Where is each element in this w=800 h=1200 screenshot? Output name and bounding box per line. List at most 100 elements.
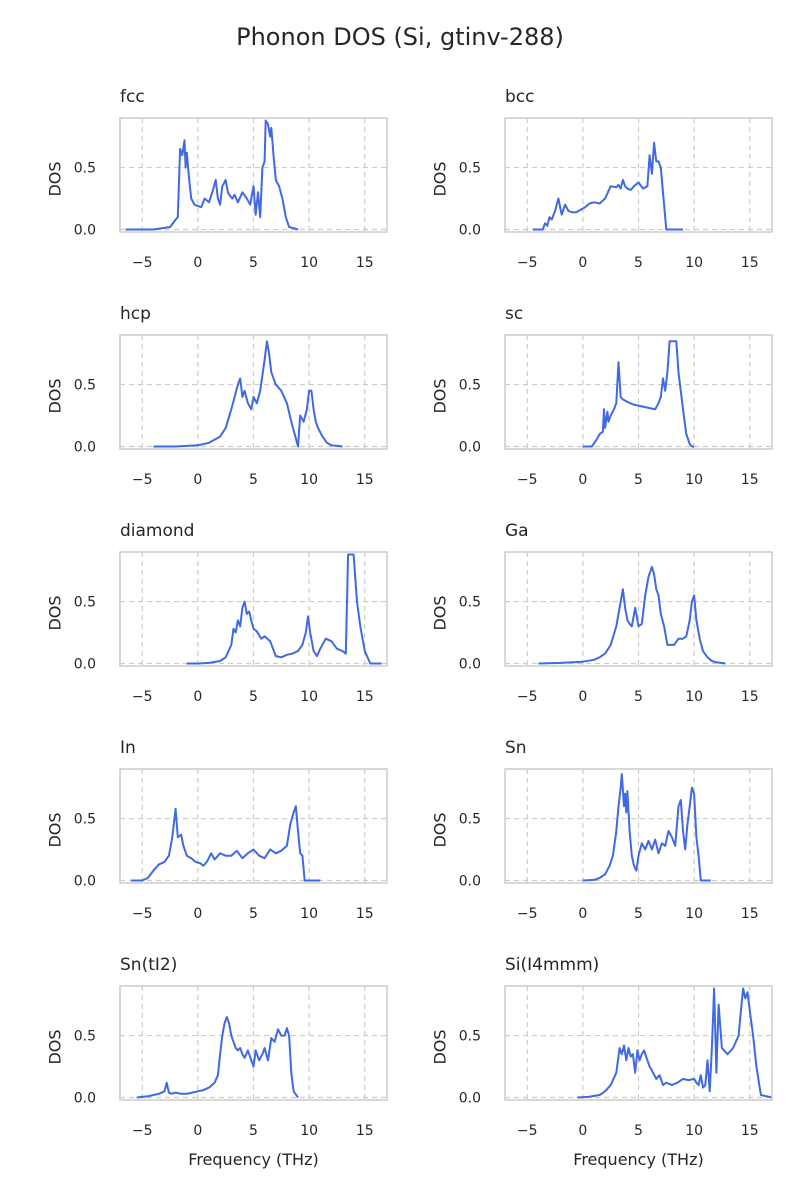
- panel-frame: [119, 334, 388, 450]
- panel-title: hcp: [120, 304, 151, 324]
- x-tick-label: 15: [741, 472, 759, 488]
- x-tick-label: 5: [634, 472, 643, 488]
- panel-sn-ti2-: Sn(tI2) −5 0 5 10 15 0.0 0.5 DOS Frequency (THz): [46, 955, 388, 1169]
- y-axis-label: DOS: [431, 812, 450, 847]
- y-axis-label: DOS: [46, 161, 65, 196]
- x-tick-label: 10: [685, 255, 703, 271]
- x-tick-label: 15: [741, 1123, 759, 1139]
- x-tick-label: 10: [300, 255, 318, 271]
- panel-in: In −5 0 5 10 15 0.0 0.5 DOS: [46, 738, 388, 922]
- x-tick-label: 5: [634, 255, 643, 271]
- x-tick-label: −5: [132, 906, 153, 922]
- y-tick-label: 0.0: [459, 440, 481, 456]
- y-axis-label: DOS: [431, 595, 450, 630]
- panel-ga: Ga −5 0 5 10 15 0.0 0.5 DOS: [431, 521, 773, 705]
- x-tick-label: 10: [685, 906, 703, 922]
- x-tick-label: 0: [193, 689, 202, 705]
- x-tick-label: −5: [517, 689, 538, 705]
- x-tick-label: 0: [578, 906, 587, 922]
- x-tick-label: −5: [132, 472, 153, 488]
- y-tick-label: 0.5: [459, 595, 481, 611]
- x-tick-label: 15: [741, 689, 759, 705]
- x-tick-label: 5: [249, 906, 258, 922]
- dos-line: [582, 773, 711, 882]
- y-axis-label: DOS: [431, 378, 450, 413]
- y-tick-label: 0.0: [74, 1091, 96, 1107]
- y-tick-label: 0.5: [74, 378, 96, 394]
- panel-frame: [504, 551, 773, 667]
- panels-container: fcc −5 0 5 10 15 0.0 0.5 DOS bcc −5 0 5 10 15 0.0 0.5 DOS…: [46, 87, 773, 1169]
- figure-title: Phonon DOS (Si, gtinv-288): [236, 23, 564, 51]
- x-tick-label: −5: [132, 1123, 153, 1139]
- dos-line: [577, 987, 772, 1099]
- y-axis-label: DOS: [46, 812, 65, 847]
- panel-sc: sc −5 0 5 10 15 0.0 0.5 DOS: [431, 304, 773, 488]
- panel-frame: [119, 985, 388, 1101]
- x-tick-label: 5: [634, 1123, 643, 1139]
- y-tick-label: 0.0: [74, 657, 96, 673]
- x-tick-label: 10: [300, 689, 318, 705]
- x-tick-label: 10: [300, 472, 318, 488]
- panel-title: bcc: [505, 87, 534, 107]
- y-tick-label: 0.0: [74, 440, 96, 456]
- panel-sn: Sn −5 0 5 10 15 0.0 0.5 DOS: [431, 738, 773, 922]
- x-tick-label: 15: [356, 689, 374, 705]
- panel-fcc: fcc −5 0 5 10 15 0.0 0.5 DOS: [46, 87, 388, 271]
- panel-frame: [119, 551, 388, 667]
- panel-frame: [119, 768, 388, 884]
- panel-title: Sn: [505, 738, 527, 758]
- x-tick-label: −5: [517, 1123, 538, 1139]
- y-axis-label: DOS: [46, 378, 65, 413]
- x-tick-label: 0: [578, 255, 587, 271]
- y-tick-label: 0.5: [74, 161, 96, 177]
- panel-title: In: [120, 738, 136, 758]
- x-tick-label: 10: [685, 472, 703, 488]
- x-tick-label: −5: [517, 906, 538, 922]
- panel-title: Si(I4mmm): [505, 955, 599, 975]
- panel-frame: [119, 117, 388, 233]
- y-tick-label: 0.5: [459, 161, 481, 177]
- y-tick-label: 0.0: [459, 657, 481, 673]
- x-tick-label: 0: [578, 472, 587, 488]
- y-tick-label: 0.0: [74, 874, 96, 890]
- x-tick-label: 0: [193, 472, 202, 488]
- panel-frame: [504, 334, 773, 450]
- dos-line: [125, 119, 299, 231]
- x-tick-label: 5: [249, 1123, 258, 1139]
- y-tick-label: 0.5: [459, 812, 481, 828]
- y-tick-label: 0.0: [459, 223, 481, 239]
- x-tick-label: −5: [517, 472, 538, 488]
- panel-title: Ga: [505, 521, 529, 541]
- dos-line: [186, 553, 382, 665]
- x-tick-label: −5: [517, 255, 538, 271]
- y-axis-label: DOS: [431, 161, 450, 196]
- y-axis-label: DOS: [46, 595, 65, 630]
- x-axis-label: Frequency (THz): [573, 1150, 703, 1169]
- y-tick-label: 0.5: [459, 1029, 481, 1045]
- x-axis-label: Frequency (THz): [188, 1150, 318, 1169]
- panel-diamond: diamond −5 0 5 10 15 0.0 0.5 DOS: [46, 521, 388, 705]
- x-tick-label: 0: [193, 255, 202, 271]
- panel-frame: [504, 768, 773, 884]
- x-tick-label: −5: [132, 255, 153, 271]
- x-tick-label: 10: [685, 1123, 703, 1139]
- dos-line: [136, 1016, 299, 1099]
- x-tick-label: 10: [300, 906, 318, 922]
- y-tick-label: 0.0: [459, 874, 481, 890]
- x-tick-label: 5: [249, 472, 258, 488]
- x-tick-label: 10: [300, 1123, 318, 1139]
- x-tick-label: 5: [634, 689, 643, 705]
- y-axis-label: DOS: [46, 1029, 65, 1064]
- x-tick-label: 15: [356, 472, 374, 488]
- dos-line: [153, 340, 343, 448]
- x-tick-label: −5: [132, 689, 153, 705]
- panel-si-i4mmm-: Si(I4mmm) −5 0 5 10 15 0.0 0.5 DOS Frequency (THz…: [431, 955, 773, 1169]
- panel-frame: [504, 985, 773, 1101]
- panel-hcp: hcp −5 0 5 10 15 0.0 0.5 DOS: [46, 304, 388, 488]
- panel-bcc: bcc −5 0 5 10 15 0.0 0.5 DOS: [431, 87, 773, 271]
- x-tick-label: 0: [193, 1123, 202, 1139]
- y-tick-label: 0.0: [74, 223, 96, 239]
- y-tick-label: 0.5: [74, 812, 96, 828]
- x-tick-label: 15: [356, 906, 374, 922]
